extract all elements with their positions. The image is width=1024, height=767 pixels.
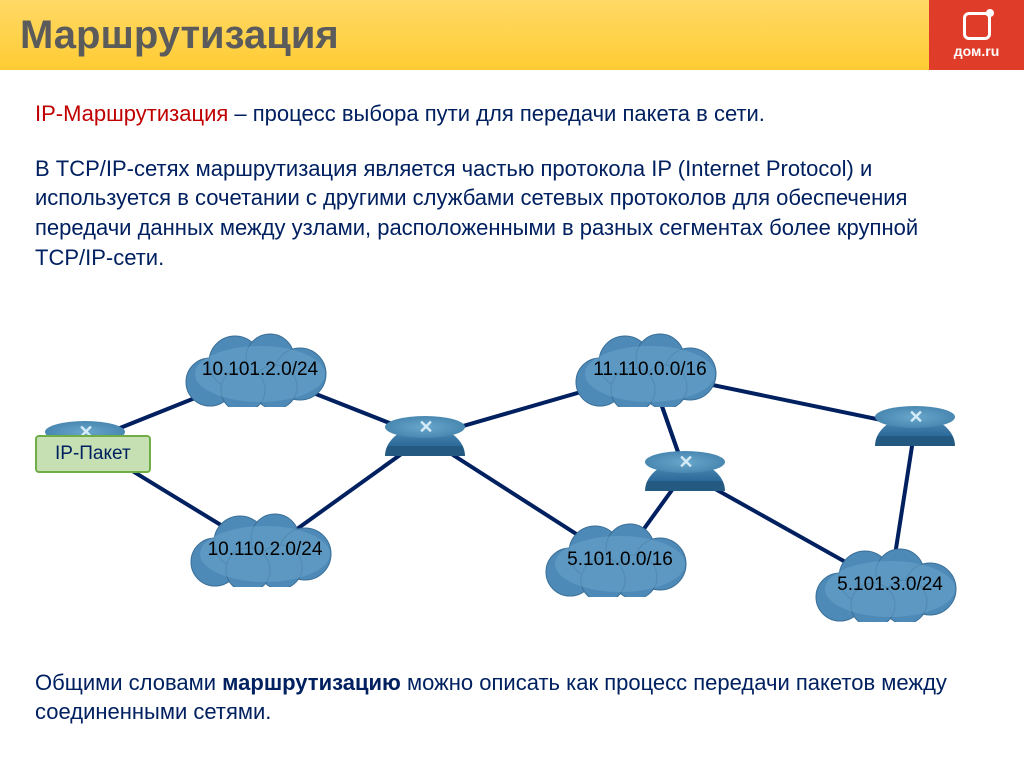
network-cloud: 11.110.0.0/16 (565, 332, 735, 407)
network-cloud: 10.101.2.0/24 (175, 332, 345, 407)
cloud-label: 11.110.0.0/16 (593, 359, 706, 381)
cloud-label: 10.101.2.0/24 (202, 359, 318, 381)
logo-icon (963, 12, 991, 40)
cloud-label: 5.101.0.0/16 (567, 549, 673, 571)
network-cloud: 5.101.0.0/16 (535, 522, 705, 597)
footer-bold: маршрутизацию (222, 670, 401, 695)
network-diagram: 10.101.2.0/24 10.110.2.0/24 11.110.0.0/16 5… (35, 287, 995, 597)
network-cloud: 5.101.3.0/24 (805, 547, 975, 622)
content-area: IP-Маршрутизация – процесс выбора пути д… (0, 70, 1024, 617)
router-icon: ✕ (875, 406, 955, 448)
definition-line: IP-Маршрутизация – процесс выбора пути д… (35, 100, 989, 129)
brand-logo: дом.ru (929, 0, 1024, 70)
logo-text: дом.ru (954, 43, 1000, 59)
network-cloud: 10.110.2.0/24 (180, 512, 350, 587)
slide-title: Маршрутизация (20, 13, 339, 58)
body-paragraph: В TCP/IP-сетях маршрутизация является ча… (35, 154, 989, 273)
router-icon: ✕ (385, 416, 465, 458)
slide-header: Маршрутизация дом.ru (0, 0, 1024, 70)
router-icon: ✕ (645, 451, 725, 493)
definition-term: IP-Маршрутизация (35, 101, 228, 126)
cloud-label: 10.110.2.0/24 (208, 539, 323, 561)
footer-paragraph: Общими словами маршрутизацию можно описа… (0, 668, 1024, 727)
ip-packet-label: IP-Пакет (35, 435, 151, 473)
cloud-label: 5.101.3.0/24 (837, 574, 943, 596)
footer-pre: Общими словами (35, 670, 222, 695)
definition-rest: – процесс выбора пути для передачи пакет… (228, 101, 765, 126)
